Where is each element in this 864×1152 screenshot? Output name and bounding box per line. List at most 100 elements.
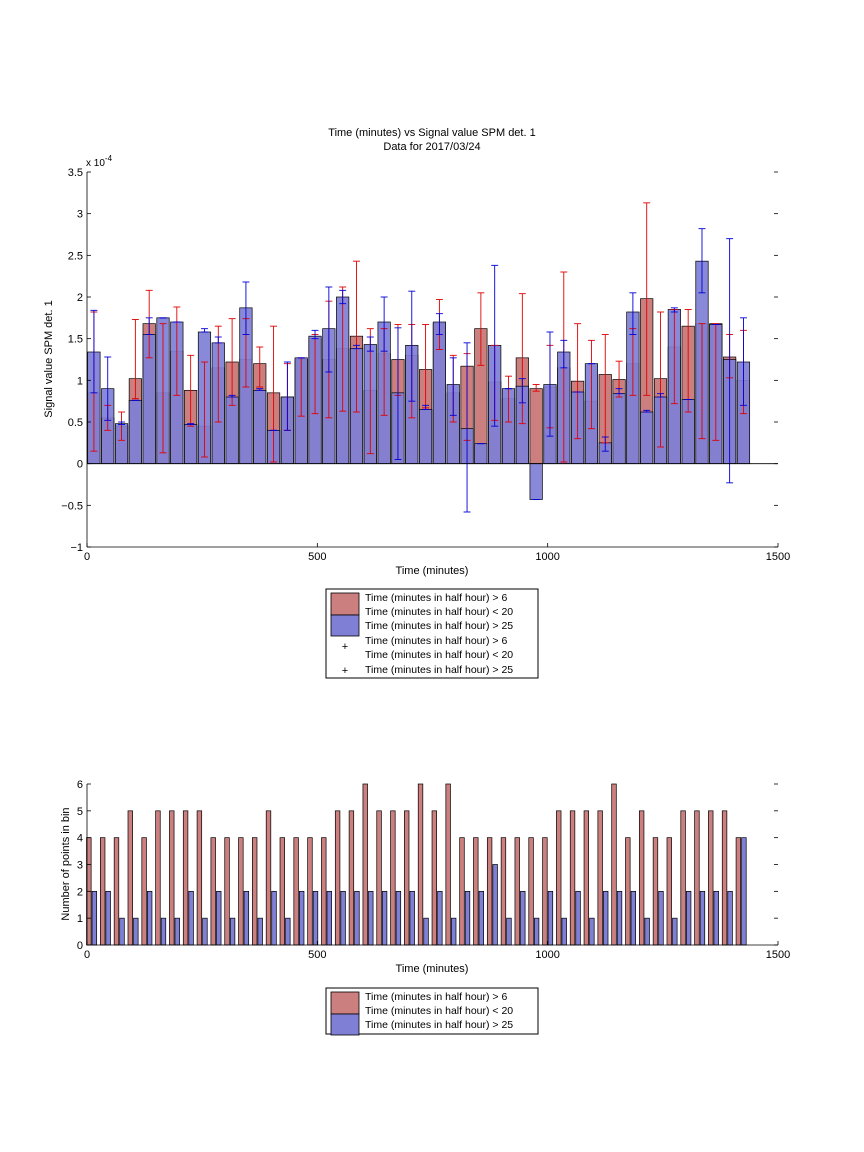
count-bar-red (542, 837, 548, 946)
chart1-legend: Time (minutes in half hour) > 6 Time (mi… (325, 588, 539, 679)
count-bar-red (141, 837, 147, 946)
legend2-label-2: Time (minutes in half hour) > 25 (365, 1019, 513, 1031)
count-bar-blue (520, 890, 526, 946)
count-bar-blue (395, 890, 402, 946)
chart2-ytick-label: 4 (77, 833, 83, 845)
bar-blue (184, 424, 198, 465)
chart2-ytick-label: 3 (77, 860, 83, 872)
count-bar-blue (368, 890, 374, 946)
count-bar-blue (146, 890, 153, 946)
chart1-xtick-label: 1500 (766, 551, 790, 563)
count-bar-blue (229, 917, 236, 946)
count-bar-blue (354, 890, 360, 946)
count-bar-red (473, 837, 479, 946)
count-bar-red (265, 810, 272, 946)
bar-blue (128, 399, 142, 465)
count-bar-blue (285, 917, 291, 946)
count-bar-red (569, 810, 576, 946)
count-bar-blue (727, 890, 733, 946)
count-bar-red (155, 810, 161, 946)
count-bar-blue (188, 890, 194, 946)
count-bar-blue (381, 890, 388, 946)
chart1-y-exponent-base: x 10 (86, 158, 105, 169)
chart2-plot: 0 500 1000 1500 0 1 2 3 4 5 6 (77, 779, 790, 961)
count-bar-blue (658, 890, 664, 946)
count-bar-blue (423, 917, 429, 946)
legend1-label-5: Time (minutes in half hour) > 25 (365, 664, 513, 676)
count-bar-blue (506, 917, 512, 946)
count-bar-blue (105, 890, 111, 946)
chart1-xtick-label: 500 (308, 551, 326, 563)
count-bar-red (307, 837, 313, 946)
bar-blue (612, 393, 626, 465)
count-bar-red (500, 837, 507, 946)
bar-blue (225, 396, 239, 465)
count-bar-red (556, 810, 562, 946)
chart1-ytick-label: 3.5 (68, 167, 83, 179)
bar-blue (419, 409, 433, 465)
count-bar-red (113, 837, 120, 946)
chart1-ytick-label: 1 (77, 375, 83, 387)
legend1-label-0: Time (minutes in half hour) > 6 (365, 592, 507, 604)
count-bar-red (735, 837, 742, 946)
count-bar-blue (603, 890, 609, 946)
count-bar-red (597, 810, 603, 946)
count-bar-blue (160, 917, 167, 946)
count-bar-red (196, 810, 203, 946)
count-bar-blue (119, 917, 125, 946)
count-bar-blue (741, 837, 747, 946)
count-bar-red (376, 810, 382, 946)
count-bar-blue (685, 890, 692, 946)
count-bar-red (625, 837, 631, 946)
count-bar-blue (271, 890, 277, 946)
chart2-xtick-label: 0 (84, 949, 90, 961)
legend2-label-0: Time (minutes in half hour) > 6 (365, 991, 507, 1003)
chart1-ytick-label: 3 (77, 209, 83, 221)
chart1-ytick-label: 2.5 (68, 250, 83, 262)
count-bar-red (100, 837, 106, 946)
count-bar-blue (340, 890, 346, 946)
count-bar-red (694, 810, 700, 946)
count-bar-red (321, 837, 327, 946)
count-bar-red (169, 810, 175, 946)
chart1-subtitle: Data for 2017/03/24 (383, 141, 480, 153)
legend2-swatch-red (330, 991, 360, 1015)
count-bar-red (486, 837, 493, 946)
count-bar-red (293, 837, 299, 946)
chart1-ytick-label: −1 (70, 542, 83, 554)
count-bar-blue (561, 917, 567, 946)
count-bar-blue (713, 890, 719, 946)
count-bar-blue (672, 917, 678, 946)
chart2-ytick-label: 0 (77, 940, 83, 952)
count-bar-blue (630, 890, 637, 946)
count-bar-red (238, 837, 244, 946)
count-bar-blue (533, 917, 540, 946)
chart2-xtick-label: 500 (308, 949, 326, 961)
count-bar-blue (547, 890, 554, 946)
count-bar-red (224, 837, 230, 946)
bar-blue (253, 389, 267, 465)
chart1-y-exponent-power: -4 (105, 154, 113, 163)
count-bar-blue (451, 917, 457, 946)
count-bar-red (127, 810, 133, 946)
count-bar-red (514, 837, 520, 946)
count-bar-blue (616, 890, 623, 946)
chart2-legend-box (325, 987, 539, 1035)
count-bar-blue (174, 917, 180, 946)
count-bar-blue (464, 890, 471, 946)
legend2-swatch-blue (330, 1013, 360, 1036)
chart2-xlabel: Time (minutes) (396, 963, 469, 975)
chart2-ytick-label: 6 (77, 779, 83, 791)
count-bar-red (680, 810, 686, 946)
legend1-label-2: Time (minutes in half hour) > 25 (365, 620, 513, 632)
legend1-swatch-red (330, 592, 360, 616)
legend1-marker-blue: + (342, 665, 348, 677)
legend1-label-3: Time (minutes in half hour) > 6 (365, 635, 507, 647)
count-bar-blue (133, 917, 139, 946)
count-bar-red (652, 837, 659, 946)
count-bar-red (182, 810, 189, 946)
count-bar-red (721, 810, 728, 946)
chart1-plot: 0 500 1000 1500 −1 −0.5 0 0.5 1 1.5 2 2.5 3 3.5 (61, 167, 790, 563)
count-bar-red (528, 837, 534, 946)
